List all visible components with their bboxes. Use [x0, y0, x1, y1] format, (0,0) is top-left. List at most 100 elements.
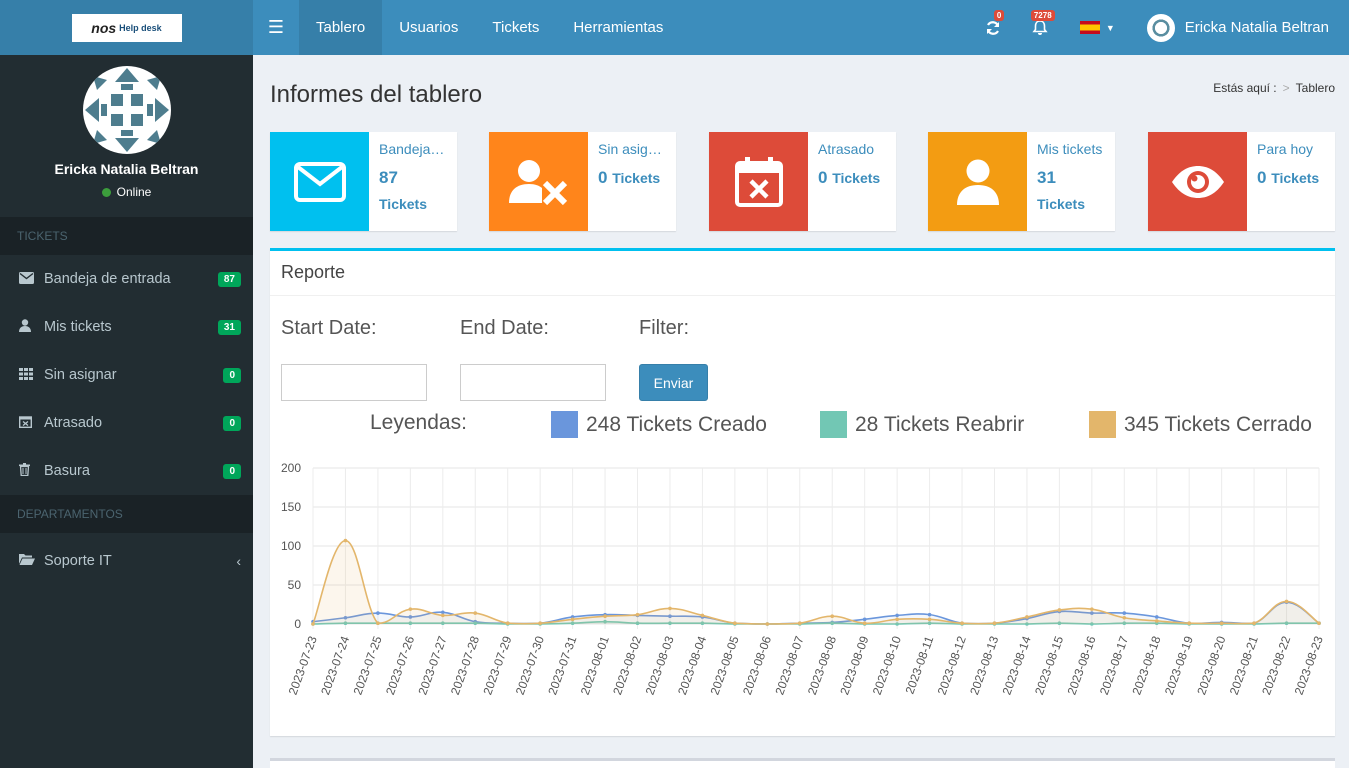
data-point[interactable]	[1122, 611, 1127, 615]
data-point[interactable]	[668, 621, 672, 626]
data-point[interactable]	[1219, 621, 1224, 626]
data-point[interactable]	[1284, 621, 1289, 626]
data-point[interactable]	[1090, 607, 1094, 611]
data-point[interactable]	[376, 611, 380, 615]
refresh-button[interactable]: 0	[970, 0, 1017, 55]
data-point[interactable]	[473, 611, 478, 615]
logo-area[interactable]: nos Help desk	[0, 0, 253, 55]
data-point[interactable]	[1284, 599, 1289, 604]
data-point[interactable]	[1187, 621, 1191, 626]
data-point[interactable]	[343, 615, 348, 620]
data-point[interactable]	[1154, 615, 1159, 619]
info-box-label[interactable]: Para hoy	[1257, 141, 1314, 157]
language-dropdown[interactable]: ▼	[1064, 0, 1133, 55]
envelope-icon	[270, 132, 369, 231]
data-point[interactable]	[992, 621, 997, 626]
legend-item-cerrado[interactable]: 345 Tickets Cerrado	[1089, 411, 1312, 438]
data-point[interactable]	[1025, 615, 1029, 619]
data-point[interactable]	[927, 617, 932, 622]
data-point[interactable]	[895, 622, 899, 626]
data-point[interactable]	[1090, 622, 1094, 626]
data-point[interactable]	[1122, 615, 1127, 620]
data-point[interactable]	[1154, 619, 1159, 623]
data-point[interactable]	[603, 619, 607, 624]
tab-tablero[interactable]: Tablero	[299, 0, 383, 55]
data-point[interactable]	[830, 621, 835, 626]
data-point[interactable]	[311, 622, 315, 626]
logo[interactable]: nos Help desk	[71, 13, 182, 42]
data-point[interactable]	[505, 621, 510, 626]
data-point[interactable]	[570, 621, 575, 626]
data-point[interactable]	[1025, 622, 1029, 626]
data-point[interactable]	[408, 607, 413, 611]
data-point[interactable]	[1122, 621, 1127, 626]
data-point[interactable]	[408, 621, 413, 626]
legend-item-reabrir[interactable]: 28 Tickets Reabrir	[820, 411, 1024, 438]
info-box-label[interactable]: Mis tickets	[1037, 141, 1103, 157]
data-point[interactable]	[603, 614, 607, 618]
data-point[interactable]	[1252, 621, 1256, 626]
info-box-para-hoy[interactable]: Para hoy 0 Tickets	[1148, 132, 1335, 231]
data-point[interactable]	[376, 621, 380, 626]
info-box-sin-asignar[interactable]: Sin asignar 0 Tickets	[489, 132, 676, 231]
data-point[interactable]	[765, 622, 770, 626]
hamburger-menu-icon[interactable]: ☰	[267, 17, 285, 37]
data-point[interactable]	[895, 617, 899, 622]
info-box-atrasado[interactable]: Atrasado 0 Tickets	[709, 132, 896, 231]
sidebar-item-bandeja[interactable]: Bandeja de entrada 87	[0, 255, 253, 303]
notifications-button[interactable]: 7278	[1017, 0, 1064, 55]
data-point[interactable]	[441, 610, 445, 615]
data-point[interactable]	[862, 617, 867, 622]
info-box-bandeja[interactable]: Bandeja de entrada 87 Tickets	[270, 132, 457, 231]
data-point[interactable]	[1057, 621, 1062, 626]
data-point[interactable]	[441, 613, 445, 618]
tab-usuarios[interactable]: Usuarios	[399, 19, 459, 36]
data-point[interactable]	[927, 612, 932, 617]
data-point[interactable]	[895, 613, 899, 618]
info-box-label[interactable]: Atrasado	[818, 141, 875, 157]
data-point[interactable]	[635, 612, 640, 617]
info-box-label[interactable]: Sin asignar	[598, 141, 666, 157]
data-point[interactable]	[538, 621, 542, 626]
data-point[interactable]	[960, 621, 964, 626]
data-point[interactable]	[1090, 611, 1094, 615]
user-menu[interactable]: Ericka Natalia Beltran	[1133, 0, 1349, 55]
end-date-input[interactable]	[460, 364, 606, 401]
data-point[interactable]	[1317, 621, 1321, 626]
sidebar-item-mis-tickets[interactable]: Mis tickets 31	[0, 303, 253, 351]
data-point[interactable]	[733, 621, 737, 626]
sidebar-item-soporte-it[interactable]: Soporte IT ‹	[0, 533, 253, 588]
x-tick-label: 2023-08-05	[708, 634, 742, 697]
legend-title: Leyendas:	[370, 411, 467, 434]
data-point[interactable]	[700, 621, 705, 626]
legend-item-creado[interactable]: 248 Tickets Creado	[551, 411, 767, 438]
data-point[interactable]	[668, 606, 672, 611]
data-point[interactable]	[668, 614, 672, 618]
data-point[interactable]	[343, 538, 348, 543]
data-point[interactable]	[441, 621, 445, 626]
submit-button[interactable]: Enviar	[639, 364, 708, 401]
info-box-label[interactable]: Bandeja de entrada	[379, 141, 447, 157]
data-point[interactable]	[1057, 608, 1062, 612]
data-point[interactable]	[830, 614, 835, 618]
breadcrumb-current[interactable]: Tablero	[1295, 81, 1335, 95]
data-point[interactable]	[700, 613, 705, 618]
tab-herramientas[interactable]: Herramientas	[573, 19, 664, 36]
data-point[interactable]	[570, 617, 575, 622]
data-point[interactable]	[408, 615, 413, 619]
data-point[interactable]	[635, 621, 640, 626]
start-date-input[interactable]	[281, 364, 427, 401]
data-point[interactable]	[473, 621, 478, 626]
x-tick-label: 2023-08-22	[1259, 634, 1293, 697]
info-box-mis-tickets[interactable]: Mis tickets 31 Tickets	[928, 132, 1115, 231]
sidebar-item-basura[interactable]: Basura 0	[0, 447, 253, 495]
data-point[interactable]	[797, 621, 802, 626]
info-box-value: 0	[598, 168, 608, 187]
data-point[interactable]	[862, 621, 867, 626]
sidebar-item-label: Mis tickets	[44, 319, 112, 335]
tab-tickets[interactable]: Tickets	[492, 19, 540, 36]
sidebar-item-sin-asignar[interactable]: Sin asignar 0	[0, 351, 253, 399]
data-point[interactable]	[343, 621, 348, 626]
sidebar-item-atrasado[interactable]: Atrasado 0	[0, 399, 253, 447]
data-point[interactable]	[927, 621, 932, 626]
